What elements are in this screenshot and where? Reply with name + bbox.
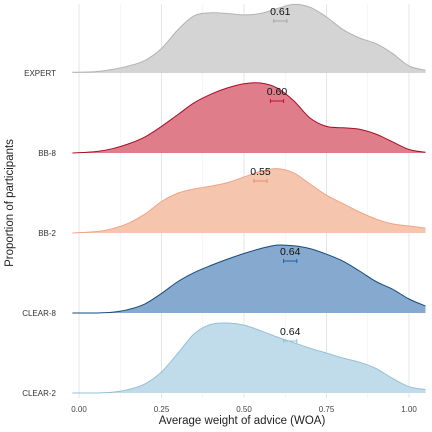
x-tick-label: 1.00 bbox=[401, 405, 417, 414]
density-line bbox=[72, 244, 426, 314]
density-area bbox=[72, 244, 426, 314]
ridge-clear-8: CLEAR-8 0.64 bbox=[22, 244, 426, 318]
ci-error-bar bbox=[253, 179, 268, 183]
x-tick-label: 0.25 bbox=[154, 405, 170, 414]
ridge-clear-2: CLEAR-2 0.64 bbox=[22, 322, 426, 398]
ridge-label: CLEAR-8 bbox=[22, 309, 56, 318]
mean-label: 0.64 bbox=[280, 246, 301, 258]
ridge-label: CLEAR-2 bbox=[22, 389, 56, 398]
mean-label: 0.64 bbox=[280, 326, 301, 338]
x-tick-label: 0.00 bbox=[71, 405, 87, 414]
density-line bbox=[72, 82, 426, 154]
mean-label: 0.60 bbox=[267, 86, 288, 98]
density-line bbox=[72, 322, 426, 394]
density-area bbox=[72, 168, 426, 233]
x-axis-ticks: 0.00 0.25 0.50 0.75 1.00 bbox=[71, 405, 417, 414]
mean-label: 0.61 bbox=[270, 6, 291, 18]
density-area bbox=[72, 322, 426, 394]
y-axis-label: Proportion of participants bbox=[4, 139, 16, 267]
ci-error-bar bbox=[283, 339, 298, 343]
density-line bbox=[72, 168, 426, 234]
ridge-expert: EXPERT 0.61 bbox=[24, 3, 426, 78]
density-area bbox=[72, 82, 426, 153]
ridge-bb-2: BB-2 0.55 bbox=[38, 166, 426, 238]
density-line bbox=[72, 3, 426, 73]
ridges: EXPERT0.61BB-80.60BB-20.55CLEAR-80.64CLE… bbox=[22, 3, 426, 398]
ridge-label: EXPERT bbox=[24, 69, 56, 78]
density-area bbox=[72, 4, 426, 74]
ridge-label: BB-8 bbox=[38, 149, 56, 158]
x-axis-label: Average weight of advice (WOA) bbox=[159, 415, 326, 427]
x-tick-label: 0.75 bbox=[319, 405, 335, 414]
x-tick-label: 0.50 bbox=[236, 405, 252, 414]
ci-error-bar bbox=[273, 19, 288, 23]
ci-error-bar bbox=[269, 99, 285, 103]
ci-error-bar bbox=[283, 259, 298, 263]
mean-label: 0.55 bbox=[250, 166, 271, 178]
ridge-bb-8: BB-8 0.60 bbox=[38, 82, 426, 158]
ridge-label: BB-2 bbox=[38, 229, 56, 238]
